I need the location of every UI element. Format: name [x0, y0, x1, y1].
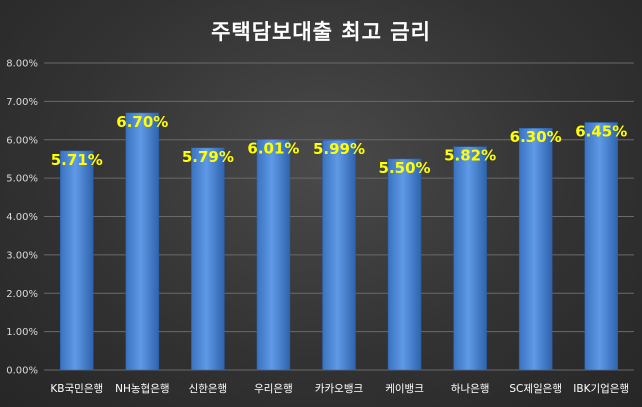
data-label: 6.70%	[116, 113, 168, 131]
bar	[60, 150, 94, 371]
bar	[191, 147, 225, 371]
chart-title: 주택담보대출 최고 금리	[211, 20, 431, 44]
bar	[322, 139, 356, 371]
x-tick-label: 카카오뱅크	[315, 383, 364, 395]
y-tick-label: 0.00%	[6, 366, 38, 377]
data-label: 5.79%	[182, 148, 234, 166]
x-tick-label: NH농협은행	[115, 382, 169, 395]
bar	[256, 139, 291, 371]
bar	[387, 158, 422, 371]
y-tick-label: 6.00%	[6, 135, 38, 146]
data-label: 5.82%	[444, 147, 496, 165]
y-tick-label: 3.00%	[6, 250, 38, 261]
data-label: 5.99%	[313, 140, 365, 158]
y-tick-label: 1.00%	[6, 327, 38, 338]
y-tick-label: 4.00%	[6, 212, 38, 223]
data-label: 6.30%	[510, 128, 562, 146]
data-label: 5.50%	[379, 159, 431, 177]
bar	[518, 127, 553, 371]
bar	[453, 146, 487, 371]
bar	[584, 122, 618, 371]
x-tick-label: KB국민은행	[50, 383, 103, 395]
y-tick-label: 2.00%	[6, 289, 38, 300]
y-tick-label: 8.00%	[6, 59, 38, 70]
x-tick-label: IBK기업은행	[573, 382, 629, 395]
y-tick-label: 5.00%	[6, 174, 38, 185]
data-label: 6.01%	[247, 139, 299, 157]
data-label: 5.71%	[51, 151, 103, 169]
data-label: 6.45%	[575, 122, 627, 140]
x-tick-label: 우리은행	[254, 383, 293, 395]
x-tick-label: 하나은행	[451, 382, 490, 395]
x-tick-label: 케이뱅크	[385, 383, 424, 395]
y-tick-label: 7.00%	[6, 97, 38, 108]
bar	[125, 112, 160, 371]
x-tick-label: SC제일은행	[509, 382, 562, 395]
x-tick-label: 신한은행	[189, 383, 228, 395]
